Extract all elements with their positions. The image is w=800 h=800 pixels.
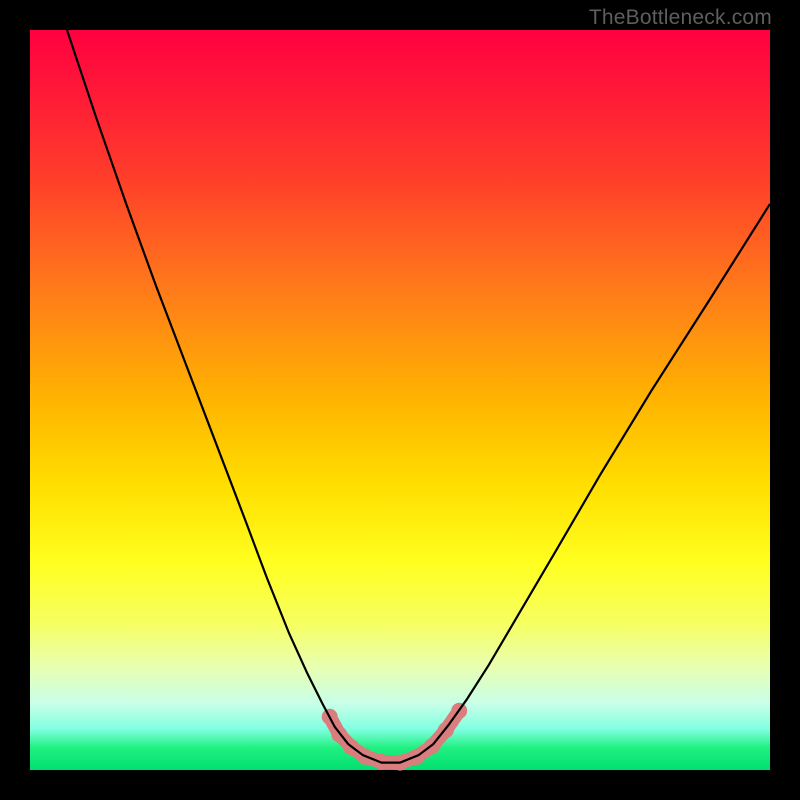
- gradient-background: [30, 30, 770, 770]
- watermark-text: TheBottleneck.com: [589, 6, 772, 30]
- bottleneck-curve-chart: [0, 0, 800, 800]
- chart-container: { "watermark": { "text": "TheBottleneck.…: [0, 0, 800, 800]
